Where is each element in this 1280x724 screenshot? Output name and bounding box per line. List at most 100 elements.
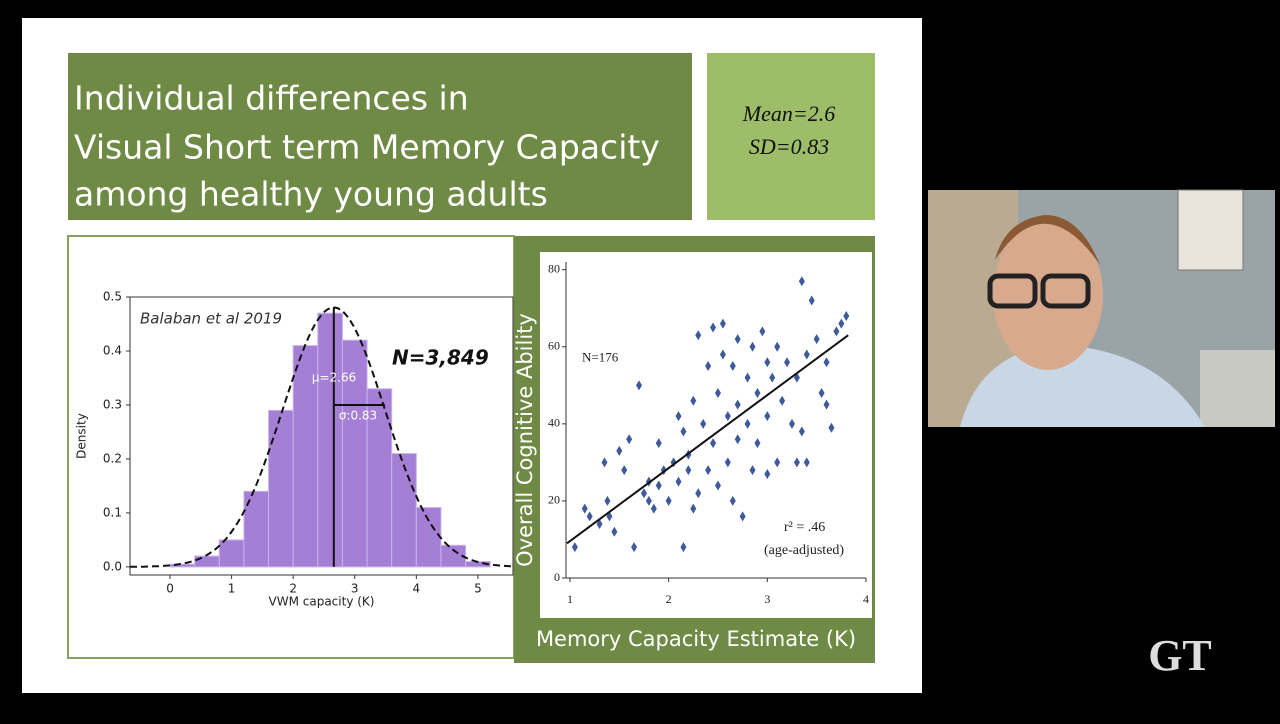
bar [391, 453, 417, 568]
stat: SD=0.83 [749, 134, 829, 159]
x-tick-label: 5 [474, 582, 482, 596]
point [571, 542, 578, 553]
point [774, 457, 781, 468]
webcam [928, 189, 1275, 427]
point [581, 503, 588, 514]
point [818, 388, 825, 399]
point [734, 399, 741, 410]
y-tick-label: 0.5 [103, 290, 122, 304]
logo: GT [1148, 631, 1212, 680]
scatter-plot-bg [540, 252, 872, 618]
point [714, 388, 721, 399]
point [690, 503, 697, 514]
point [798, 426, 805, 437]
bar [415, 507, 442, 568]
stats-box [707, 53, 875, 220]
x-tick-label: 2 [289, 582, 297, 596]
point [759, 326, 766, 337]
x-tick-label: 3 [764, 592, 770, 606]
point [754, 388, 761, 399]
y-axis-label: Overall Cognitive Ability [513, 313, 537, 567]
title-line: among healthy young adults [74, 175, 548, 214]
point [734, 434, 741, 445]
point [631, 542, 638, 553]
bar [169, 563, 196, 568]
point [828, 422, 835, 433]
x-tick-label: 0 [166, 582, 174, 596]
point [700, 418, 707, 429]
y-tick-label: 0.4 [103, 343, 122, 357]
bar [440, 544, 467, 568]
point [838, 318, 845, 329]
point [764, 357, 771, 368]
annotation: σ:0.83 [339, 408, 377, 422]
bar [317, 312, 343, 568]
point [680, 426, 687, 437]
x-tick-label: 4 [863, 592, 869, 606]
point [650, 503, 657, 514]
point [808, 295, 815, 306]
point [764, 411, 771, 422]
point [705, 465, 712, 476]
annotation: r² = .46 [784, 520, 825, 535]
point [655, 480, 662, 491]
x-tick-label: 1 [228, 582, 236, 596]
point [843, 310, 850, 321]
point [710, 322, 717, 333]
point [714, 480, 721, 491]
point [813, 334, 820, 345]
point [675, 411, 682, 422]
point [719, 349, 726, 360]
point [749, 341, 756, 352]
bar [341, 339, 368, 568]
title-box [68, 53, 692, 220]
y-tick-label: 0.3 [103, 397, 122, 411]
point [788, 418, 795, 429]
point [724, 457, 731, 468]
point [685, 465, 692, 476]
title-line: Individual differences in [74, 79, 469, 118]
x-tick-label: 3 [351, 582, 359, 596]
point [724, 411, 731, 422]
y-tick-label: 20 [548, 493, 560, 507]
point [616, 445, 623, 456]
point [769, 372, 776, 383]
point [695, 488, 702, 499]
y-tick-label: 0 [554, 570, 560, 584]
point [645, 495, 652, 506]
point [729, 361, 736, 372]
bar [292, 345, 319, 568]
point [798, 276, 805, 287]
point [626, 434, 633, 445]
annotation: N=3,849 [392, 346, 489, 370]
point [833, 326, 840, 337]
point [601, 457, 608, 468]
x-tick-label: 2 [666, 592, 672, 606]
point [690, 395, 697, 406]
point [640, 488, 647, 499]
bar [268, 409, 294, 568]
point [803, 457, 810, 468]
point [754, 438, 761, 449]
point [764, 468, 771, 479]
point [774, 341, 781, 352]
point [586, 511, 593, 522]
point [621, 465, 628, 476]
point [744, 418, 751, 429]
point [695, 330, 702, 341]
point [710, 438, 717, 449]
y-tick-label: 60 [548, 339, 560, 353]
y-tick-label: 0.0 [103, 559, 122, 573]
point [655, 438, 662, 449]
y-tick-label: 80 [548, 261, 560, 275]
bar [218, 539, 245, 568]
annotation: μ=2.66 [312, 370, 356, 384]
point [719, 318, 726, 329]
point [665, 495, 672, 506]
point [823, 399, 830, 410]
point [729, 495, 736, 506]
point [604, 495, 611, 506]
point [734, 334, 741, 345]
y-axis-label: Density [75, 413, 89, 459]
